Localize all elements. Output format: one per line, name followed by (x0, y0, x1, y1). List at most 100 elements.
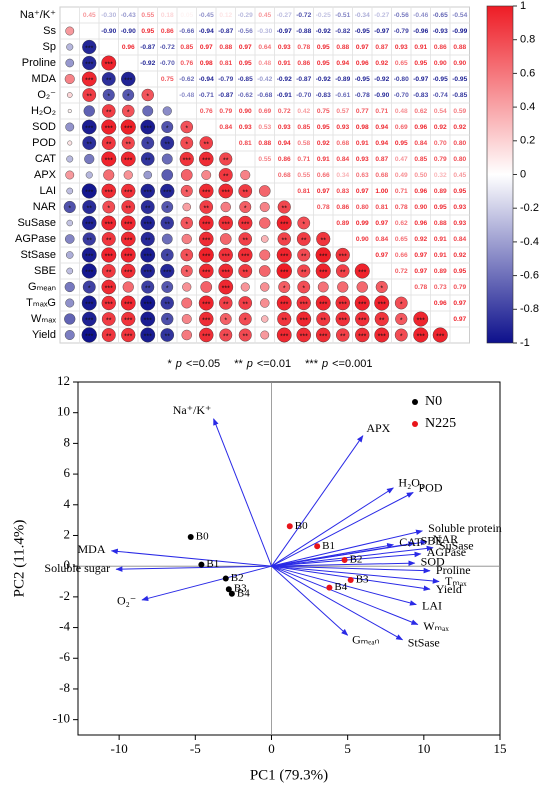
loading-label: SBE (421, 534, 443, 548)
correlation-circle (259, 217, 271, 229)
correlation-value: 0.85 (180, 44, 193, 51)
correlation-circle (394, 296, 408, 310)
colorbar-tick-label: 0 (520, 168, 526, 180)
correlation-value: 0.94 (336, 60, 349, 67)
correlation-value: 0.97 (414, 268, 427, 275)
correlation-value: -0.94 (199, 76, 214, 83)
correlation-value: 0.91 (317, 156, 330, 163)
significance-star: ** (87, 93, 93, 100)
significance-star: *** (105, 157, 113, 164)
correlation-value: 0.63 (356, 172, 369, 179)
correlation-circle (82, 88, 97, 102)
correlation-value: -0.93 (433, 28, 448, 35)
correlation-circle (374, 295, 390, 311)
correlation-value: -0.79 (394, 28, 409, 35)
correlation-circle (140, 311, 156, 327)
correlation-circle (160, 216, 174, 230)
correlation-value: 0.72 (395, 268, 408, 275)
correlation-value: 0.76 (200, 108, 213, 115)
loading-label: SOD (421, 555, 445, 569)
correlation-circle (198, 263, 214, 279)
correlation-circle (277, 200, 291, 214)
loading-arrow (271, 487, 394, 567)
cell (313, 214, 334, 232)
correlation-circle (161, 169, 174, 181)
y-tick-label: -10 (53, 711, 70, 726)
correlation-circle (199, 327, 214, 343)
significance-star: ** (223, 333, 229, 340)
correlation-value: 0.80 (453, 140, 466, 147)
significance-star: *** (144, 317, 152, 324)
correlation-matrix: Na⁺/K⁺ Ss Sp Proline MDA O₂⁻ H₂O₂ SOD POD CAT APX L… (15, 0, 539, 370)
correlation-circle (160, 183, 175, 199)
matrix-frame (59, 6, 470, 344)
correlation-circle (101, 136, 116, 150)
correlation-value: -0.85 (238, 76, 253, 83)
correlation-value: -0.83 (316, 92, 331, 99)
colorbar (486, 5, 514, 344)
correlation-circle (101, 279, 117, 295)
correlation-value: 0.45 (83, 12, 96, 19)
significance-star: * (146, 141, 149, 148)
correlation-value: 0.66 (317, 172, 330, 179)
legend-label: N225 (425, 416, 456, 431)
correlation-value: 0.81 (297, 188, 310, 195)
significance-star: ** (87, 237, 93, 244)
correlation-value: 0.90 (414, 204, 427, 211)
significance-star: *** (144, 333, 152, 340)
correlation-circle (101, 232, 116, 246)
correlation-circle (140, 327, 156, 343)
correlation-value: -0.25 (316, 12, 331, 19)
correlation-circle (181, 329, 192, 341)
correlation-value: 0.89 (434, 188, 447, 195)
correlation-circle (297, 248, 311, 262)
significance-star: *** (241, 253, 249, 260)
correlation-value: 0.92 (453, 124, 466, 131)
correlation-circle (276, 263, 292, 279)
correlation-value: 0.71 (375, 108, 388, 115)
correlation-value: 0.53 (258, 124, 271, 131)
correlation-value: 0.84 (453, 236, 466, 243)
correlation-value: 0.71 (297, 156, 310, 163)
correlation-circle (277, 232, 291, 246)
correlation-value: 0.96 (414, 220, 427, 227)
significance-star: *** (124, 189, 132, 196)
significance-star: ** (301, 269, 307, 276)
correlation-value: -0.88 (296, 28, 311, 35)
correlation-circle (82, 55, 97, 71)
significance-star: *** (124, 253, 132, 260)
correlation-circle (220, 201, 231, 213)
significance-star: *** (358, 333, 366, 340)
correlation-circle (201, 170, 212, 180)
correlation-circle (199, 136, 213, 150)
x-tick-label: 10 (417, 741, 430, 756)
correlation-value: 0.75 (317, 108, 330, 115)
correlation-circle (121, 263, 136, 279)
correlation-value: 0.86 (297, 60, 310, 67)
correlation-circle (101, 119, 117, 135)
correlation-circle (296, 327, 312, 343)
significance-star: *** (300, 317, 308, 324)
correlation-value: 0.32 (434, 172, 447, 179)
significance-star: ** (106, 77, 112, 84)
correlation-value: -0.62 (238, 92, 253, 99)
correlation-circle (64, 234, 75, 244)
correlation-circle (120, 119, 136, 135)
correlation-circle (355, 311, 370, 327)
significance-star: ** (243, 189, 249, 196)
correlation-circle (64, 330, 75, 340)
significance-star: *** (319, 333, 327, 340)
cell (59, 6, 80, 24)
colorbar-tick-label: 0.8 (520, 34, 535, 46)
significance-star: *** (319, 253, 327, 260)
correlation-value: -0.87 (140, 44, 155, 51)
cell (274, 182, 295, 200)
significance-star: *** (105, 285, 113, 292)
correlation-value: 0.42 (297, 108, 310, 115)
sample-point (225, 586, 232, 593)
correlation-value: 0.91 (278, 60, 291, 67)
correlation-value: -0.29 (238, 12, 253, 19)
correlation-circle (218, 263, 234, 279)
correlation-circle (200, 281, 213, 293)
row-label: SOD (32, 121, 56, 133)
